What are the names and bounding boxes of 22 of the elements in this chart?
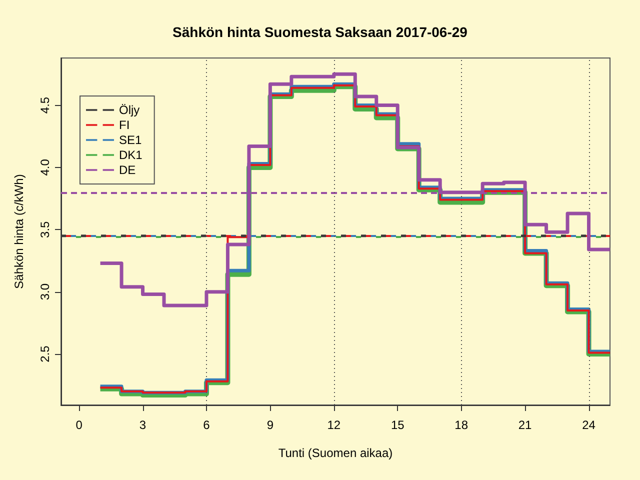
y-tick-label: 4.5	[38, 96, 52, 114]
legend-label: Öljy	[119, 103, 140, 117]
y-tick-label: 2.5	[38, 345, 52, 362]
y-tick-label: 3.0	[38, 283, 52, 300]
y-tick-label: 3.5	[38, 220, 52, 238]
x-axis-title: Tunti (Suomen aikaa)	[278, 446, 393, 460]
legend-label: DK1	[119, 148, 143, 162]
x-tick-label: 6	[203, 418, 210, 432]
x-tick-label: 24	[582, 418, 596, 432]
x-tick-label: 18	[454, 418, 468, 432]
x-tick-label: 21	[518, 418, 532, 432]
legend-label: SE1	[119, 133, 142, 147]
legend-label: FI	[119, 118, 130, 132]
chart-title: Sähkön hinta Suomesta Saksaan 2017-06-29	[172, 24, 468, 40]
x-tick-label: 15	[390, 418, 405, 432]
x-tick-label: 12	[327, 418, 341, 432]
legend-label: DE	[119, 163, 136, 177]
x-tick-label: 3	[139, 418, 146, 432]
y-axis-title: Sähkön hinta (c/kWh)	[12, 174, 26, 289]
x-tick-label: 9	[266, 418, 274, 432]
x-tick-label: 0	[76, 418, 83, 432]
y-tick-label: 4.0	[38, 158, 52, 176]
